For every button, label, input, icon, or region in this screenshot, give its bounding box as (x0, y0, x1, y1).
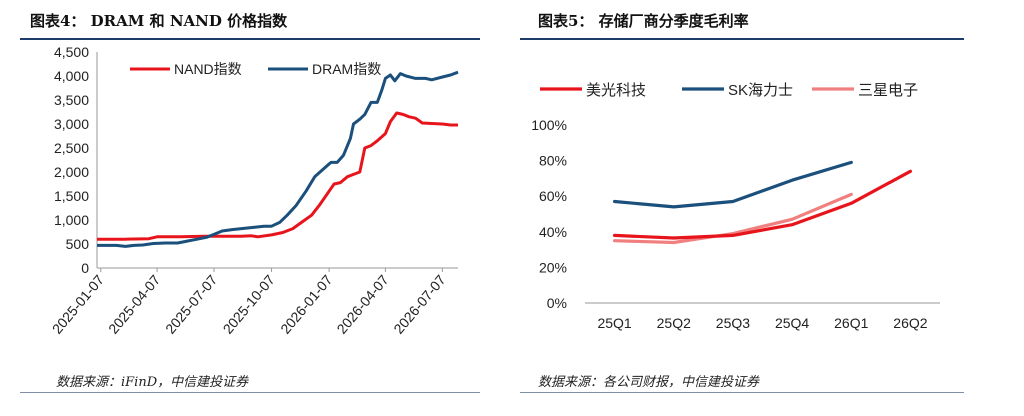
left-y-tick-label: 1,000 (54, 212, 89, 228)
right-bottom-rule (520, 392, 964, 393)
left-y-tick-label: 0 (81, 260, 89, 276)
left-panel-title: 图表4： DRAM 和 NAND 价格指数 (30, 12, 288, 30)
right-y-tick-label: 40% (539, 224, 567, 240)
left-legend-label-dram: DRAM指数 (312, 61, 381, 77)
left-series-line-dram (97, 70, 459, 248)
right-x-tick-label: 25Q4 (775, 315, 809, 331)
right-y-tick-label: 0% (547, 295, 567, 311)
right-y-tick-label: 60% (539, 188, 567, 204)
right-series-line-samsung (612, 192, 853, 245)
right-y-tick-label: 20% (539, 259, 567, 275)
left-bottom-rule (20, 392, 480, 393)
left-legend-label-nand: NAND指数 (174, 61, 242, 77)
left-x-tick-label: 2025-04-07 (105, 271, 163, 336)
left-y-tick-label: 2,000 (54, 164, 89, 180)
left-y-tick-label: 1,500 (54, 188, 89, 204)
left-x-tick-label: 2025-10-07 (220, 271, 278, 336)
left-y-tick-label: 4,500 (54, 44, 89, 60)
right-legend-label-micron: 美光科技 (586, 82, 646, 99)
right-source-note: 数据来源：各公司财报，中信建投证券 (538, 375, 760, 390)
right-x-tick-label: 25Q2 (657, 315, 691, 331)
right-x-tick-label: 25Q3 (716, 315, 750, 331)
right-x-tick-label: 26Q2 (893, 315, 927, 331)
left-source-note: 数据来源：iFinD，中信建投证券 (56, 375, 249, 390)
left-x-tick-label: 2026-07-07 (390, 271, 448, 336)
left-title-rule (20, 38, 480, 40)
right-series-line-sk-hynix (612, 160, 853, 209)
left-x-tick-label: 2026-01-07 (277, 271, 335, 336)
left-y-tick-label: 2,500 (54, 140, 89, 156)
right-y-tick-label: 80% (539, 153, 567, 169)
left-y-tick-label: 3,500 (54, 92, 89, 108)
right-x-tick-label: 25Q1 (597, 315, 631, 331)
left-x-tick-label: 2026-04-07 (333, 271, 391, 336)
left-x-tick-label: 2025-07-07 (162, 271, 220, 336)
left-x-tick-label: 2025-01-07 (49, 271, 107, 336)
left-line-chart: 0 500 1,000 1,500 2,000 2,500 3,000 3,500 4,000 4… (49, 44, 459, 337)
left-y-tick-label: 3,000 (54, 116, 89, 132)
right-x-tick-label: 26Q1 (834, 315, 868, 331)
right-line-chart: 0% 20% 40% 60% 80% 100% 25Q1 25Q2 25Q3 25Q4 26Q1 26… (531, 82, 940, 331)
right-legend-label-samsung: 三星电子 (858, 82, 918, 99)
left-y-tick-label: 4,000 (54, 68, 89, 84)
right-panel-title: 图表5： 存储厂商分季度毛利率 (538, 12, 749, 30)
right-y-tick-label: 100% (531, 117, 567, 133)
right-series-line-micron (612, 169, 912, 240)
left-series-line-nand (97, 111, 458, 241)
right-title-rule (520, 38, 964, 40)
right-legend-label-sk-hynix: SK海力士 (728, 82, 793, 99)
left-y-tick-label: 500 (66, 236, 90, 252)
